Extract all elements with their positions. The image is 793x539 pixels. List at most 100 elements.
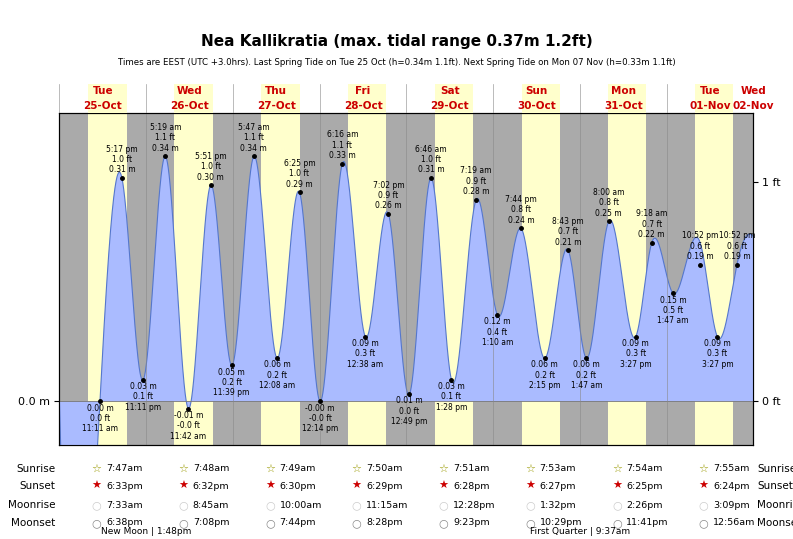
Text: 7:55am: 7:55am: [713, 465, 749, 473]
Text: 6:33pm: 6:33pm: [106, 482, 143, 490]
Text: 02-Nov: 02-Nov: [733, 101, 774, 111]
Text: Tue: Tue: [93, 86, 113, 96]
Text: Sat: Sat: [440, 86, 460, 96]
Bar: [608, 84, 646, 113]
Text: Sunrise: Sunrise: [17, 464, 56, 474]
Text: ☆: ☆: [612, 464, 622, 474]
Bar: [522, 113, 560, 445]
Text: Tue: Tue: [699, 86, 720, 96]
Text: 5:51 pm
1.0 ft
0.30 m: 5:51 pm 1.0 ft 0.30 m: [195, 152, 227, 182]
Text: 7:49am: 7:49am: [279, 465, 316, 473]
Text: 7:47am: 7:47am: [106, 465, 143, 473]
Text: 10:52 pm
0.6 ft
0.19 m: 10:52 pm 0.6 ft 0.19 m: [718, 231, 755, 261]
Bar: [87, 84, 127, 113]
Text: 0.06 m
0.2 ft
12:08 am: 0.06 m 0.2 ft 12:08 am: [259, 361, 295, 390]
Text: 0.03 m
0.1 ft
11:11 pm: 0.03 m 0.1 ft 11:11 pm: [125, 382, 161, 412]
Text: First Quarter | 9:37am: First Quarter | 9:37am: [530, 527, 630, 536]
Text: Wed: Wed: [741, 86, 766, 96]
Text: Sunrise: Sunrise: [757, 464, 793, 474]
Bar: [261, 84, 300, 113]
Text: ○: ○: [525, 518, 535, 528]
Bar: [608, 113, 646, 445]
Bar: [261, 113, 300, 445]
Bar: [695, 113, 733, 445]
Text: ☆: ☆: [178, 464, 188, 474]
Text: 0.06 m
0.2 ft
2:15 pm: 0.06 m 0.2 ft 2:15 pm: [529, 361, 561, 390]
Text: ○: ○: [92, 518, 102, 528]
Bar: [435, 84, 473, 113]
Text: 10:52 pm
0.6 ft
0.19 m: 10:52 pm 0.6 ft 0.19 m: [682, 231, 718, 261]
Text: ○: ○: [439, 500, 448, 510]
Text: ○: ○: [612, 500, 622, 510]
Text: 26-Oct: 26-Oct: [170, 101, 209, 111]
Text: Thu: Thu: [266, 86, 287, 96]
Text: 10:29pm: 10:29pm: [540, 519, 582, 527]
Text: 11:41pm: 11:41pm: [626, 519, 669, 527]
Text: 5:17 pm
1.0 ft
0.31 m: 5:17 pm 1.0 ft 0.31 m: [106, 144, 138, 175]
Text: 6:28pm: 6:28pm: [453, 482, 489, 490]
Text: New Moon | 1:48pm: New Moon | 1:48pm: [101, 527, 191, 536]
Bar: [174, 113, 213, 445]
Text: Wed: Wed: [177, 86, 202, 96]
Text: ☆: ☆: [91, 464, 102, 474]
Text: 6:32pm: 6:32pm: [193, 482, 229, 490]
Text: 6:25 pm
1.0 ft
0.29 m: 6:25 pm 1.0 ft 0.29 m: [284, 159, 316, 189]
Text: 25-Oct: 25-Oct: [83, 101, 122, 111]
Bar: [348, 113, 386, 445]
Text: ○: ○: [265, 518, 275, 528]
Text: 7:02 pm
0.9 ft
0.26 m: 7:02 pm 0.9 ft 0.26 m: [373, 181, 404, 210]
Text: ☆: ☆: [265, 464, 275, 474]
Text: ○: ○: [439, 518, 448, 528]
Text: 8:45am: 8:45am: [193, 501, 229, 509]
Text: 29-Oct: 29-Oct: [431, 101, 469, 111]
Text: ○: ○: [699, 500, 708, 510]
Text: 0.09 m
0.3 ft
3:27 pm: 0.09 m 0.3 ft 3:27 pm: [702, 338, 734, 369]
Text: 6:46 am
1.0 ft
0.31 m: 6:46 am 1.0 ft 0.31 m: [415, 144, 446, 175]
Text: ★: ★: [612, 481, 622, 491]
Text: Sunset: Sunset: [757, 481, 793, 491]
Text: 10:00am: 10:00am: [279, 501, 322, 509]
Text: 5:47 am
1.1 ft
0.34 m: 5:47 am 1.1 ft 0.34 m: [238, 123, 270, 153]
Text: ★: ★: [265, 481, 275, 491]
Text: 6:38pm: 6:38pm: [106, 519, 143, 527]
Text: 7:54am: 7:54am: [626, 465, 663, 473]
Bar: [87, 113, 127, 445]
Bar: [522, 84, 560, 113]
Text: ★: ★: [352, 481, 362, 491]
Text: ★: ★: [439, 481, 448, 491]
Text: 0.09 m
0.3 ft
3:27 pm: 0.09 m 0.3 ft 3:27 pm: [620, 338, 652, 369]
Text: ☆: ☆: [525, 464, 535, 474]
Text: 8:00 am
0.8 ft
0.25 m: 8:00 am 0.8 ft 0.25 m: [593, 188, 625, 218]
Text: Sunset: Sunset: [20, 481, 56, 491]
Text: 28-Oct: 28-Oct: [343, 101, 382, 111]
Text: -0.01 m
-0.0 ft
11:42 am: -0.01 m -0.0 ft 11:42 am: [170, 411, 206, 440]
Text: 7:44pm: 7:44pm: [279, 519, 316, 527]
Text: 5:19 am
1.1 ft
0.34 m: 5:19 am 1.1 ft 0.34 m: [150, 123, 181, 153]
Text: 2:26pm: 2:26pm: [626, 501, 663, 509]
Text: 6:24pm: 6:24pm: [713, 482, 749, 490]
Text: ○: ○: [612, 518, 622, 528]
Text: ○: ○: [352, 518, 362, 528]
Bar: [695, 84, 733, 113]
Bar: [435, 113, 473, 445]
Text: ☆: ☆: [699, 464, 709, 474]
Text: ☆: ☆: [439, 464, 448, 474]
Text: ○: ○: [525, 500, 535, 510]
Text: 9:23pm: 9:23pm: [453, 519, 489, 527]
Text: Sun: Sun: [526, 86, 548, 96]
Text: 0.06 m
0.2 ft
1:47 am: 0.06 m 0.2 ft 1:47 am: [571, 361, 602, 390]
Text: 6:29pm: 6:29pm: [366, 482, 403, 490]
Text: 0.12 m
0.4 ft
1:10 am: 0.12 m 0.4 ft 1:10 am: [481, 317, 513, 347]
Bar: [348, 84, 386, 113]
Text: ○: ○: [699, 518, 708, 528]
Text: 7:48am: 7:48am: [193, 465, 229, 473]
Text: ○: ○: [178, 518, 188, 528]
Text: Moonset: Moonset: [757, 518, 793, 528]
Text: Moonrise: Moonrise: [8, 500, 56, 510]
Text: Times are EEST (UTC +3.0hrs). Last Spring Tide on Tue 25 Oct (h=0.34m 1.1ft). Ne: Times are EEST (UTC +3.0hrs). Last Sprin…: [117, 58, 676, 67]
Text: ☆: ☆: [352, 464, 362, 474]
Text: 1:32pm: 1:32pm: [540, 501, 577, 509]
Text: 7:19 am
0.9 ft
0.28 m: 7:19 am 0.9 ft 0.28 m: [461, 166, 492, 196]
Text: 6:16 am
1.1 ft
0.33 m: 6:16 am 1.1 ft 0.33 m: [327, 130, 358, 160]
Text: 12:28pm: 12:28pm: [453, 501, 496, 509]
